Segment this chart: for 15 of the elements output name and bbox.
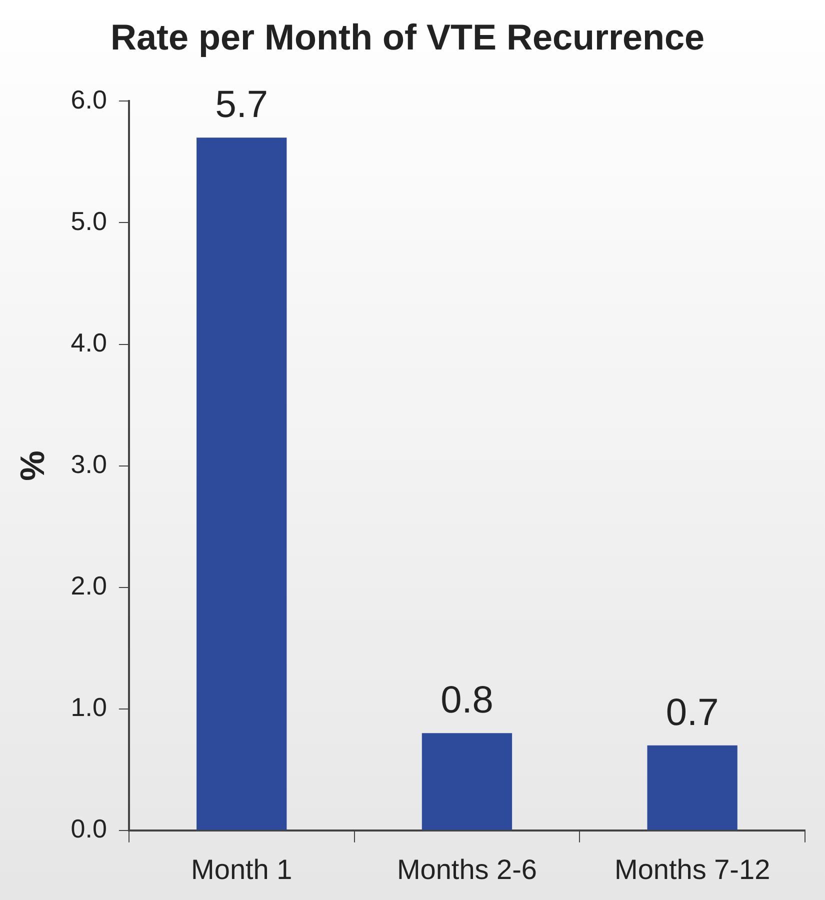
y-tick-label: 6.0	[70, 84, 107, 114]
data-label: 5.7	[215, 84, 268, 126]
y-tick-label: 1.0	[70, 692, 107, 722]
data-label: 0.7	[666, 692, 719, 734]
y-tick-label: 0.0	[70, 814, 107, 844]
x-tick-label: Months 7-12	[614, 854, 770, 885]
y-tick-label: 4.0	[70, 327, 107, 358]
y-tick-label: 5.0	[70, 206, 107, 236]
chart-title: Rate per Month of VTE Recurrence	[110, 16, 705, 58]
data-label: 0.8	[440, 680, 494, 722]
x-tick-label: Month 1	[191, 854, 292, 885]
y-axis-title: %	[14, 450, 52, 481]
y-tick-label: 2.0	[70, 570, 107, 601]
y-tick-label: 3.0	[70, 448, 107, 479]
x-tick-label: Months 2-6	[396, 854, 538, 885]
